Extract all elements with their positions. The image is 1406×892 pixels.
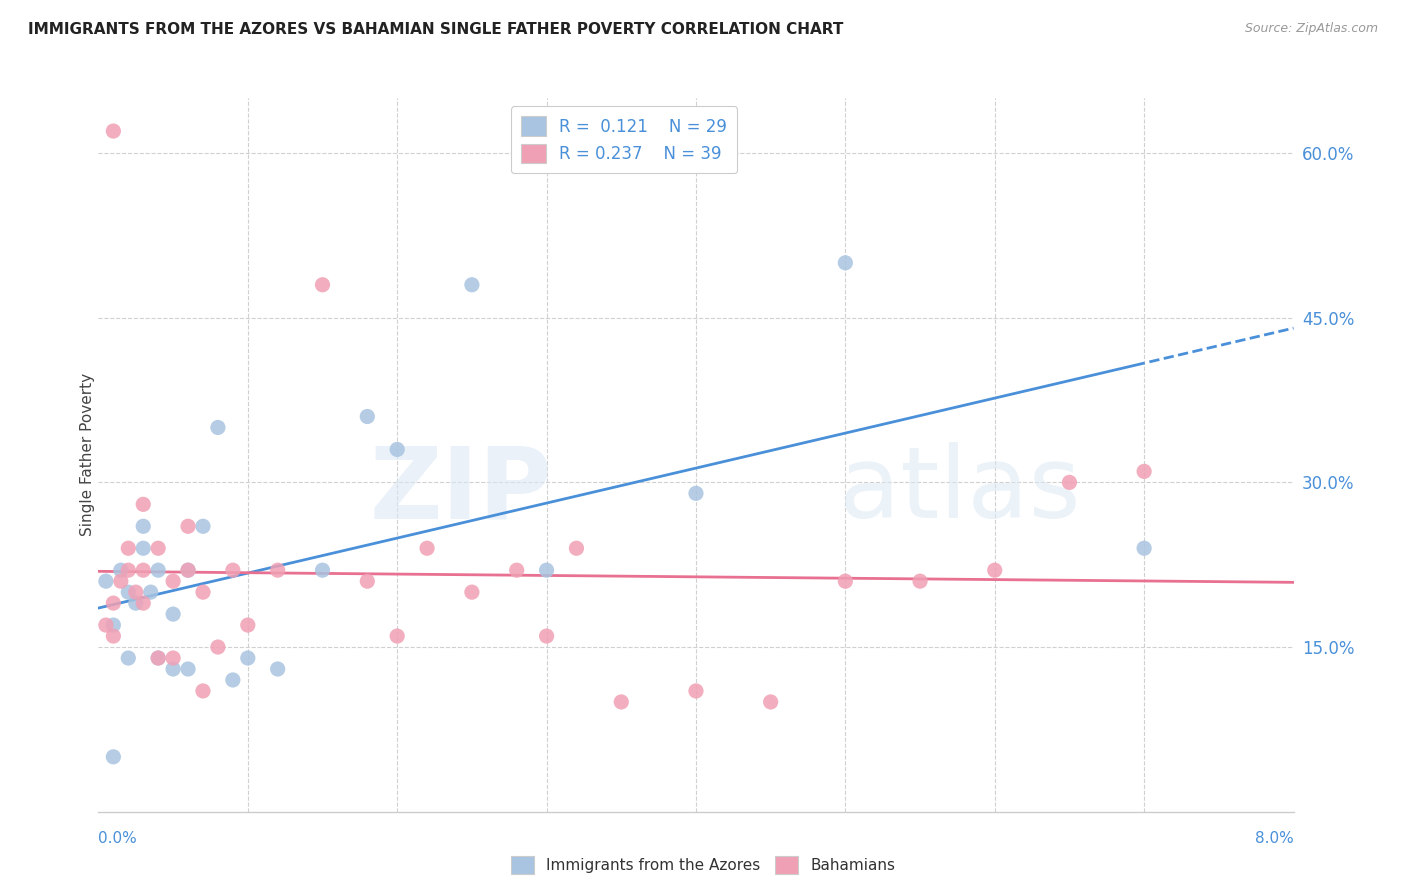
Point — [191, 585, 214, 599]
Point — [461, 277, 484, 292]
Point — [162, 662, 184, 676]
Point — [103, 749, 125, 764]
Text: IMMIGRANTS FROM THE AZORES VS BAHAMIAN SINGLE FATHER POVERTY CORRELATION CHART: IMMIGRANTS FROM THE AZORES VS BAHAMIAN S… — [28, 22, 844, 37]
Point — [117, 541, 139, 556]
Point — [117, 651, 139, 665]
Point — [148, 563, 170, 577]
Point — [356, 574, 378, 589]
Point — [132, 596, 155, 610]
Point — [983, 563, 1005, 577]
Point — [685, 486, 707, 500]
Point — [1133, 464, 1156, 478]
Point — [103, 618, 125, 632]
Point — [908, 574, 931, 589]
Point — [132, 541, 155, 556]
Text: ZIP: ZIP — [370, 442, 553, 539]
Point — [356, 409, 378, 424]
Point — [1059, 475, 1081, 490]
Point — [110, 563, 132, 577]
Point — [311, 563, 333, 577]
Point — [207, 640, 229, 654]
Point — [191, 519, 214, 533]
Legend: Immigrants from the Azores, Bahamians: Immigrants from the Azores, Bahamians — [505, 850, 901, 880]
Point — [416, 541, 439, 556]
Text: 8.0%: 8.0% — [1254, 831, 1294, 846]
Point — [236, 618, 259, 632]
Point — [117, 563, 139, 577]
Point — [759, 695, 782, 709]
Point — [311, 277, 333, 292]
Point — [177, 563, 200, 577]
Text: Source: ZipAtlas.com: Source: ZipAtlas.com — [1244, 22, 1378, 36]
Point — [267, 563, 290, 577]
Point — [267, 662, 290, 676]
Point — [191, 684, 214, 698]
Point — [506, 563, 529, 577]
Point — [385, 442, 409, 457]
Point — [834, 574, 856, 589]
Point — [162, 651, 184, 665]
Point — [139, 585, 162, 599]
Point — [94, 574, 117, 589]
Point — [103, 629, 125, 643]
Text: atlas: atlas — [839, 442, 1081, 539]
Point — [461, 585, 484, 599]
Legend: R =  0.121    N = 29, R = 0.237    N = 39: R = 0.121 N = 29, R = 0.237 N = 39 — [512, 106, 737, 173]
Point — [132, 563, 155, 577]
Point — [685, 684, 707, 698]
Point — [103, 124, 125, 138]
Point — [117, 585, 139, 599]
Point — [148, 651, 170, 665]
Point — [162, 574, 184, 589]
Point — [1133, 541, 1156, 556]
Point — [125, 585, 148, 599]
Point — [610, 695, 633, 709]
Point — [177, 563, 200, 577]
Y-axis label: Single Father Poverty: Single Father Poverty — [80, 374, 94, 536]
Point — [125, 596, 148, 610]
Point — [565, 541, 588, 556]
Point — [103, 596, 125, 610]
Point — [536, 563, 558, 577]
Point — [148, 651, 170, 665]
Point — [236, 651, 259, 665]
Point — [132, 497, 155, 511]
Point — [94, 618, 117, 632]
Point — [110, 574, 132, 589]
Point — [536, 629, 558, 643]
Point — [177, 662, 200, 676]
Point — [162, 607, 184, 621]
Point — [148, 541, 170, 556]
Point — [222, 563, 245, 577]
Point — [177, 519, 200, 533]
Point — [834, 256, 856, 270]
Point — [385, 629, 409, 643]
Text: 0.0%: 0.0% — [98, 831, 138, 846]
Point — [132, 519, 155, 533]
Point — [222, 673, 245, 687]
Point — [207, 420, 229, 434]
